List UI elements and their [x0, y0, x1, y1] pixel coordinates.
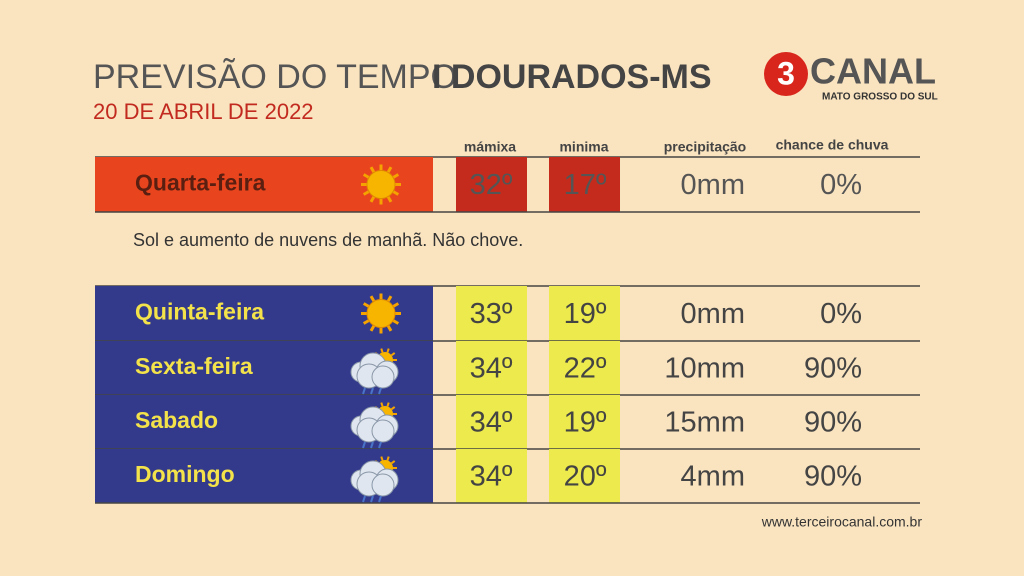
today-note: Sol e aumento de nuvens de manhã. Não ch… — [133, 230, 523, 250]
max-temp: 34º — [470, 461, 513, 493]
day-name: Sexta-feira — [135, 353, 253, 379]
sun-ray — [386, 166, 393, 174]
rain-icon — [350, 402, 399, 449]
sun-disc — [366, 299, 396, 328]
rain-drop — [370, 495, 374, 503]
precipitation: 10mm — [664, 353, 745, 385]
rain-drop — [370, 441, 374, 449]
rain-drop — [378, 495, 382, 503]
min-temp: 19º — [564, 407, 607, 439]
sun-icon — [361, 164, 401, 205]
logo-badge — [764, 52, 808, 96]
sun-ray — [390, 352, 396, 357]
min-temp: 22º — [564, 353, 607, 385]
max-cell — [456, 395, 527, 449]
min-cell — [549, 395, 620, 449]
rain-icon — [350, 348, 399, 395]
rain-drop — [362, 495, 366, 503]
rain-drop — [362, 441, 366, 449]
min-cell — [549, 341, 620, 395]
cloud-puff — [371, 473, 395, 497]
logo-region: MATO GROSSO DO SUL — [822, 92, 938, 103]
sun-ray — [369, 166, 376, 174]
sun-ray — [386, 295, 393, 303]
rain-chance: 90% — [804, 461, 862, 493]
logo-number: 3 — [777, 55, 795, 91]
cloud-puff — [371, 365, 395, 389]
sun-ray — [369, 295, 376, 303]
sun-ray — [392, 173, 400, 179]
sun-ray — [380, 348, 384, 353]
rain-drop — [378, 441, 382, 449]
cloud-puff — [371, 419, 395, 443]
sun-ray — [362, 302, 370, 308]
min-cell — [549, 286, 620, 341]
sun-ray — [386, 348, 390, 353]
column-header: precipitação — [664, 139, 746, 155]
sun-ray — [362, 319, 370, 325]
sun-ray — [386, 324, 393, 332]
column-header: minima — [559, 139, 608, 155]
rain-drop — [370, 387, 374, 395]
sun-disc — [366, 170, 396, 199]
sun-ray — [362, 190, 370, 196]
rain-chance: 90% — [804, 353, 862, 385]
min-cell — [549, 449, 620, 503]
precipitation: 0mm — [681, 298, 745, 330]
sun-ray — [369, 324, 376, 332]
rain-drop — [378, 387, 382, 395]
max-cell — [456, 286, 527, 341]
sun-ray — [392, 302, 400, 308]
sun-ray — [369, 195, 376, 203]
sun-ray — [380, 402, 384, 407]
day-name: Quarta-feira — [135, 170, 266, 196]
precipitation: 15mm — [664, 407, 745, 439]
sun-ray — [392, 190, 400, 196]
rain-drop — [362, 387, 366, 395]
min-temp: 20º — [564, 461, 607, 493]
min-cell — [549, 157, 620, 212]
logo-name: CANAL — [810, 51, 936, 92]
column-header: mámixa — [464, 139, 516, 155]
max-temp: 34º — [470, 407, 513, 439]
rain-icon — [350, 456, 399, 503]
date: 20 DE ABRIL DE 2022 — [93, 99, 314, 124]
sun-ray — [390, 406, 396, 411]
max-cell — [456, 341, 527, 395]
sun-ray — [386, 456, 390, 461]
sun-ray — [380, 456, 384, 461]
max-cell — [456, 157, 527, 212]
max-temp: 32º — [470, 169, 513, 201]
min-temp: 17º — [564, 169, 607, 201]
sun-ray — [362, 173, 370, 179]
sun-ray — [392, 319, 400, 325]
sun-ray — [390, 460, 396, 465]
title-place: I DOURADOS-MS — [432, 58, 712, 96]
rain-chance: 90% — [804, 407, 862, 439]
title-main: PREVISÃO DO TEMPO — [93, 58, 457, 96]
column-header: chance de chuva — [776, 137, 889, 153]
max-temp: 33º — [470, 298, 513, 330]
day-name: Sabado — [135, 407, 218, 433]
sun-ray — [386, 402, 390, 407]
precipitation: 4mm — [681, 461, 745, 493]
rain-chance: 0% — [820, 169, 862, 201]
max-cell — [456, 449, 527, 503]
precipitation: 0mm — [681, 169, 745, 201]
sun-icon — [361, 293, 401, 334]
rain-chance: 0% — [820, 298, 862, 330]
max-temp: 34º — [470, 353, 513, 385]
website: www.terceirocanal.com.br — [761, 514, 923, 530]
sun-ray — [386, 195, 393, 203]
min-temp: 19º — [564, 298, 607, 330]
day-name: Quinta-feira — [135, 299, 264, 325]
day-name: Domingo — [135, 461, 235, 487]
